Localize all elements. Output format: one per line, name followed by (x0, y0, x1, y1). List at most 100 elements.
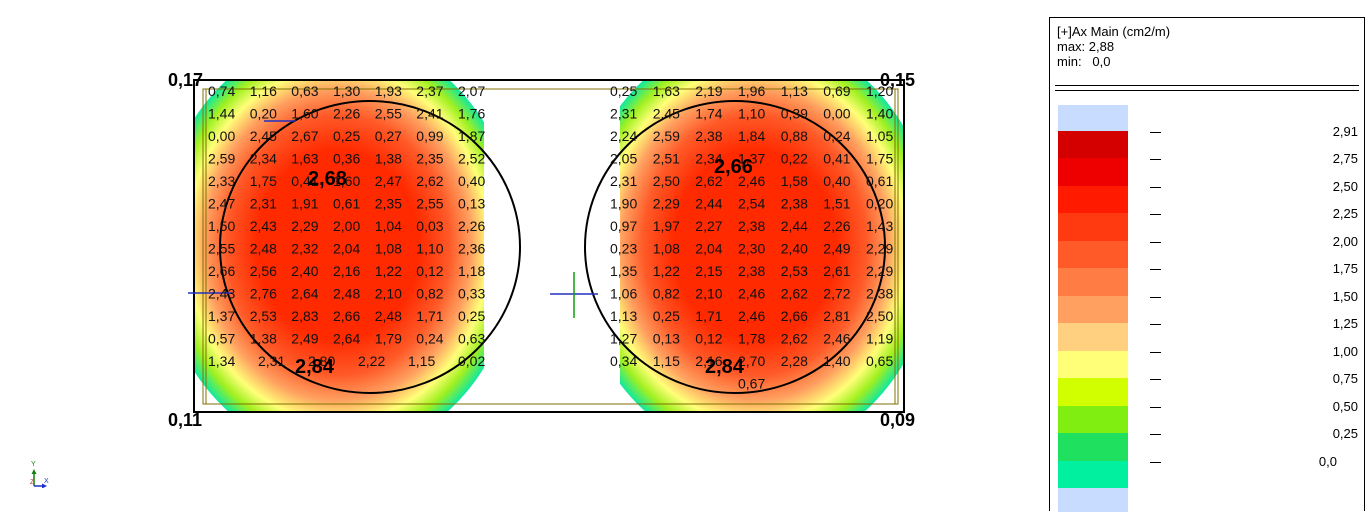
right-value-label: 2,46 (738, 308, 765, 324)
legend-tick (1150, 186, 1161, 188)
right-value-label: 2,46 (823, 331, 850, 347)
left-value-label: 1,50 (208, 218, 235, 234)
right-value-label: 2,27 (695, 218, 722, 234)
right-value-label: 1,43 (866, 218, 893, 234)
legend-swatch (1058, 350, 1128, 378)
left-value-label: 2,36 (458, 241, 485, 257)
left-value-label: 0,74 (208, 83, 235, 99)
right-bottom-peak-value: 2,84 (705, 356, 745, 378)
right-value-label: 1,10 (738, 106, 765, 122)
left-value-label: 1,08 (375, 241, 402, 257)
corner-value-top-left: 0,17 (168, 70, 203, 90)
left-value-label: 0,41 (291, 173, 318, 189)
left-value-label: 1,93 (375, 83, 402, 99)
right-value-label: 0,41 (823, 151, 850, 167)
right-value-label: 1,71 (695, 308, 722, 324)
left-value-label: 1,44 (208, 106, 235, 122)
legend-min-value: 0,0 (1092, 54, 1111, 69)
legend-min-label: min: (1057, 54, 1082, 69)
legend-tick (1150, 131, 1161, 133)
legend-tick (1150, 241, 1161, 243)
right-value-label: 1,13 (610, 308, 637, 324)
left-bottom-peak-value: 2,84 (295, 356, 335, 378)
right-value-label: 0,22 (781, 151, 808, 167)
left-value-label: 2,48 (333, 286, 360, 302)
right-value-labels: 0,25 1,63 2,19 1,96 1,13 0,69 1,20 2,31 2,45 1,74… (610, 83, 893, 392)
legend-tick (1150, 461, 1161, 463)
right-value-label: 2,62 (781, 331, 808, 347)
left-value-label: 2,66 (333, 308, 360, 324)
left-value-label: 1,10 (416, 241, 443, 257)
right-value-label: 1,05 (866, 128, 893, 144)
right-value-label: 2,15 (695, 263, 722, 279)
right-value-label: 0,25 (653, 308, 680, 324)
legend-value-label: 0,50 (1332, 398, 1358, 414)
right-value-label: 1,51 (823, 196, 850, 212)
left-value-label: 0,27 (375, 128, 402, 144)
right-value-label: 0,24 (823, 128, 850, 144)
right-value-label: 0,23 (610, 241, 637, 257)
left-value-label: 1,87 (458, 128, 485, 144)
legend-divider (1055, 90, 1359, 91)
left-value-label: 2,52 (458, 151, 485, 167)
right-value-label: 0,65 (866, 353, 893, 369)
left-value-label: 1,34 (208, 353, 235, 369)
right-value-label: 1,19 (866, 331, 893, 347)
left-value-label: 2,48 (375, 308, 402, 324)
right-value-label: 2,38 (781, 196, 808, 212)
left-column-outline (219, 100, 521, 394)
axis-y-label: Y (31, 461, 36, 468)
left-value-label: 2,16 (333, 263, 360, 279)
right-value-label: 2,29 (866, 241, 893, 257)
plate-outline (193, 79, 905, 413)
left-value-label: 2,45 (250, 128, 277, 144)
left-value-label: 2,66 (208, 263, 235, 279)
right-contour-blob (575, 80, 904, 412)
legend-swatch (1058, 460, 1128, 488)
left-value-label: 0,03 (416, 218, 443, 234)
left-value-label: 1,38 (250, 331, 277, 347)
right-value-label: 0,34 (610, 353, 637, 369)
left-value-label: 1,22 (375, 263, 402, 279)
right-peak-value: 2,66 (714, 156, 753, 178)
left-value-label: 0,02 (458, 353, 485, 369)
contour-plot-canvas[interactable]: 0,74 1,16 0,63 1,30 1,93 2,37 2,07 1,44 0,20 1,60… (0, 0, 1040, 511)
right-value-label: 2,44 (781, 218, 808, 234)
legend-tick (1150, 351, 1161, 353)
right-value-label: 2,53 (781, 263, 808, 279)
legend-tick (1150, 406, 1161, 408)
left-value-label: 2,83 (291, 308, 318, 324)
legend-swatch (1058, 185, 1128, 213)
legend-max-row: max: 2,88 (1057, 39, 1170, 54)
right-value-label: 1,06 (610, 286, 637, 302)
right-value-label: 1,40 (823, 353, 850, 369)
left-value-label: 2,22 (358, 353, 385, 369)
right-value-label: 1,97 (653, 218, 680, 234)
left-value-label: 2,04 (333, 241, 360, 257)
right-value-label: 2,38 (866, 286, 893, 302)
left-value-label: 0,82 (416, 286, 443, 302)
left-contour-blob (194, 80, 518, 412)
right-value-label: 2,30 (738, 241, 765, 257)
left-value-label: 2,10 (375, 286, 402, 302)
left-value-label: 0,61 (333, 196, 360, 212)
left-value-label: 2,56 (250, 263, 277, 279)
right-value-label: 1,90 (610, 196, 637, 212)
left-value-label: 2,33 (208, 173, 235, 189)
right-value-label: 1,84 (738, 128, 765, 144)
corner-value-bottom-right: 0,09 (880, 410, 915, 430)
left-value-label: 1,60 (333, 173, 360, 189)
left-value-label: 1,75 (250, 173, 277, 189)
legend-value-label: 2,91 (1332, 123, 1358, 139)
right-value-label: 1,35 (610, 263, 637, 279)
contour-fill (194, 80, 904, 412)
right-value-label: 1,96 (738, 83, 765, 99)
right-value-label: 0,82 (653, 286, 680, 302)
right-value-label: 0,61 (866, 173, 893, 189)
global-axes-icon: Y Z X (30, 458, 50, 489)
right-value-label: 2,38 (695, 128, 722, 144)
right-value-label: 1,27 (610, 331, 637, 347)
legend-swatch (1058, 405, 1128, 433)
right-value-label: 2,29 (866, 263, 893, 279)
right-value-label: 1,74 (695, 106, 722, 122)
